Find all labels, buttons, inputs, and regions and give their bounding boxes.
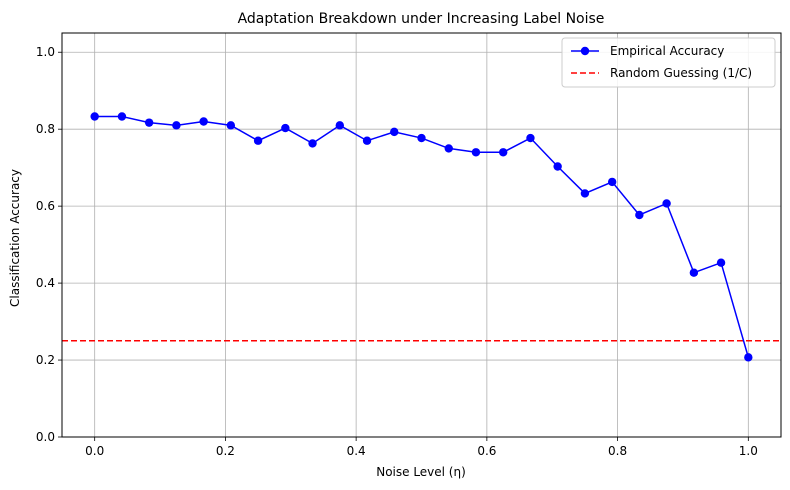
y-tick-label: 0.2: [36, 353, 55, 367]
y-tick-label: 0.0: [36, 430, 55, 444]
y-tick-label: 0.4: [36, 276, 55, 290]
accuracy-data-point: [553, 162, 562, 171]
accuracy-data-point: [90, 112, 99, 121]
accuracy-data-point: [471, 148, 481, 157]
accuracy-data-point: [144, 118, 154, 127]
accuracy-data-point: [335, 121, 344, 130]
legend-marker-empirical: [580, 46, 590, 56]
x-tick-label: 0.8: [608, 444, 627, 458]
x-tick-label: 0.6: [477, 444, 496, 458]
plot-frame: [61, 32, 782, 438]
y-tick-label: 0.6: [36, 199, 55, 213]
accuracy-data-point: [607, 177, 617, 187]
accuracy-data-point: [308, 139, 317, 148]
accuracy-data-point: [526, 133, 535, 143]
accuracy-data-point: [117, 112, 127, 121]
accuracy-data-point: [281, 123, 290, 133]
accuracy-data-point: [744, 353, 753, 362]
accuracy-data-point: [253, 136, 263, 145]
y-tick-label: 0.8: [36, 122, 55, 136]
accuracy-data-point: [635, 210, 644, 220]
chart-title: Adaptation Breakdown under Increasing La…: [238, 11, 605, 27]
x-axis-label: Noise Level (η): [376, 465, 466, 479]
legend-label-random: Random Guessing (1/C): [610, 66, 752, 80]
accuracy-data-point: [499, 148, 508, 157]
accuracy-data-point: [362, 136, 372, 145]
legend: Empirical Accuracy Random Guessing (1/C): [561, 37, 776, 88]
x-tick-label: 1.0: [739, 444, 758, 458]
x-tick-label: 0.4: [347, 444, 366, 458]
accuracy-data-point: [662, 199, 671, 208]
y-axis-ticks: 0.0 0.2 0.4 0.6 0.8 1.0: [36, 45, 62, 444]
series-layer: [90, 112, 753, 362]
accuracy-series-line: [94, 115, 750, 358]
accuracy-data-point: [580, 189, 590, 198]
x-tick-label: 0.0: [85, 444, 104, 458]
x-tick-label: 0.2: [216, 444, 235, 458]
y-axis-label: Classification Accuracy: [8, 169, 22, 307]
accuracy-data-point: [716, 258, 726, 267]
accuracy-data-point: [444, 144, 453, 153]
x-axis-ticks: 0.0 0.2 0.4 0.6 0.8 1.0: [85, 437, 758, 458]
legend-box: [561, 37, 776, 88]
accuracy-data-point: [390, 127, 399, 137]
legend-label-empirical: Empirical Accuracy: [610, 44, 724, 58]
grid: [62, 33, 781, 438]
accuracy-data-point: [226, 121, 236, 130]
accuracy-data-point: [172, 121, 181, 130]
accuracy-data-point: [689, 268, 699, 277]
y-tick-label: 1.0: [36, 45, 55, 59]
accuracy-data-point: [417, 133, 426, 143]
accuracy-data-point: [199, 117, 208, 126]
